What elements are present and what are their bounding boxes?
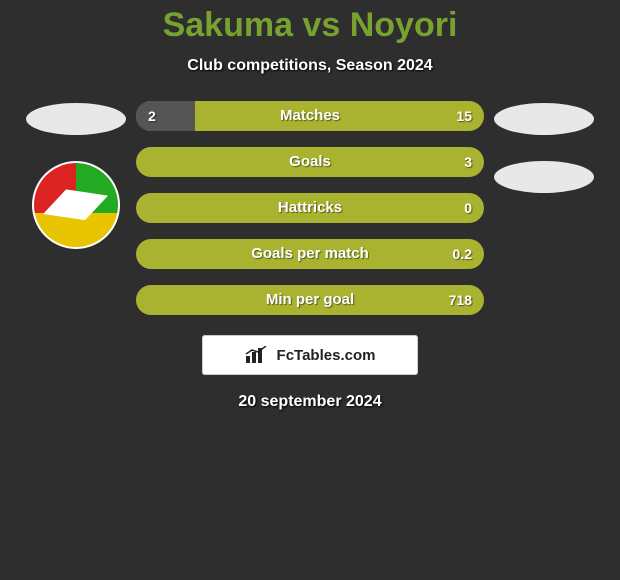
right-player-column xyxy=(484,101,604,193)
stat-right-value: 0 xyxy=(464,193,472,223)
stat-label: Hattricks xyxy=(278,193,342,223)
left-player-photo-placeholder xyxy=(26,103,126,135)
stat-bar-hattricks: Hattricks 0 xyxy=(136,193,484,223)
stat-label: Goals xyxy=(289,147,331,177)
stat-bar-goals: Goals 3 xyxy=(136,147,484,177)
right-player-photo-placeholder xyxy=(494,103,594,135)
left-player-column xyxy=(16,101,136,249)
stat-right-value: 0.2 xyxy=(453,239,472,269)
subtitle: Club competitions, Season 2024 xyxy=(0,57,620,75)
page-title: Sakuma vs Noyori xyxy=(0,0,620,45)
bar-chart-icon xyxy=(245,346,269,364)
stat-bar-min-per-goal: Min per goal 718 xyxy=(136,285,484,315)
brand-link[interactable]: FcTables.com xyxy=(202,335,418,375)
root: Sakuma vs Noyori Club competitions, Seas… xyxy=(0,0,620,580)
stat-label: Goals per match xyxy=(251,239,369,269)
date-text: 20 september 2024 xyxy=(0,393,620,411)
stat-bar-matches-left-fill xyxy=(136,101,195,131)
stat-bar-goals-per-match: Goals per match 0.2 xyxy=(136,239,484,269)
right-team-badge-placeholder xyxy=(494,161,594,193)
stat-right-value: 718 xyxy=(449,285,472,315)
brand-text: FcTables.com xyxy=(277,347,376,364)
stat-right-value: 15 xyxy=(456,101,472,131)
comparison-panel: 2 Matches 15 Goals 3 Hattricks 0 Goals p… xyxy=(0,101,620,315)
left-team-badge xyxy=(32,161,120,249)
stat-label: Min per goal xyxy=(266,285,354,315)
stat-right-value: 3 xyxy=(464,147,472,177)
stat-label: Matches xyxy=(280,101,340,131)
stat-left-value: 2 xyxy=(148,101,156,131)
stats-bars: 2 Matches 15 Goals 3 Hattricks 0 Goals p… xyxy=(136,101,484,315)
stat-bar-matches: 2 Matches 15 xyxy=(136,101,484,131)
